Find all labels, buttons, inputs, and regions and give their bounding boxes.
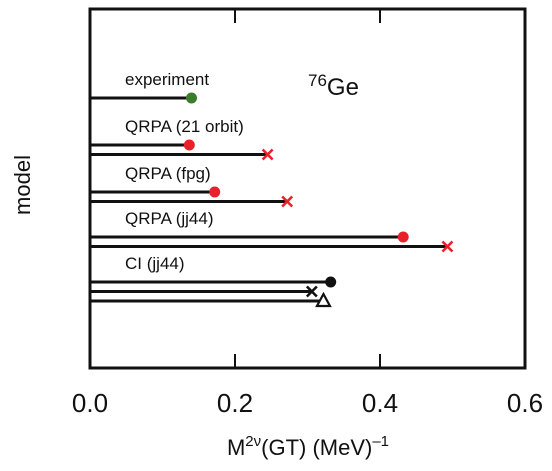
group-label: experiment bbox=[125, 70, 209, 89]
marker-cross bbox=[281, 195, 294, 208]
x-label-exponent: –1 bbox=[372, 433, 389, 450]
marker-dot bbox=[209, 186, 221, 198]
title-element: Ge bbox=[327, 74, 359, 101]
marker-cross bbox=[261, 148, 274, 161]
x-tick-label: 0.2 bbox=[217, 388, 253, 418]
x-tick-label: 0.0 bbox=[72, 388, 108, 418]
group-label: QRPA (fpg) bbox=[125, 164, 211, 183]
x-tick-label: 0.4 bbox=[362, 388, 398, 418]
x-axis-label: M2ν(GT) (MeV)–1 bbox=[227, 433, 389, 460]
group-label: QRPA (jj44) bbox=[125, 209, 214, 228]
marker-cross bbox=[305, 285, 318, 298]
x-label-rest: (GT) (MeV) bbox=[261, 435, 372, 460]
group-label: CI (jj44) bbox=[125, 254, 185, 273]
marker-dot bbox=[397, 231, 409, 243]
x-axis-ticks: 0.0 0.2 0.4 0.6 bbox=[72, 9, 543, 418]
marker-dot bbox=[325, 276, 337, 288]
y-axis-label: model bbox=[10, 155, 35, 215]
marker-triangle bbox=[315, 291, 332, 308]
x-label-m: M bbox=[227, 435, 245, 460]
marker-cross bbox=[441, 240, 454, 253]
marker-dot bbox=[183, 139, 195, 151]
title-mass-number: 76 bbox=[308, 71, 327, 90]
marker-dot bbox=[186, 92, 197, 104]
bars-layer: experiment QRPA (21 orbit) QRPA (fpg) QRPA … bbox=[90, 70, 454, 308]
group-label: QRPA (21 orbit) bbox=[125, 117, 244, 136]
x-tick-label: 0.6 bbox=[507, 388, 543, 418]
chart-title: 76Ge bbox=[308, 71, 359, 101]
x-label-2nu: 2ν bbox=[245, 433, 261, 450]
plot-frame bbox=[88, 7, 527, 370]
